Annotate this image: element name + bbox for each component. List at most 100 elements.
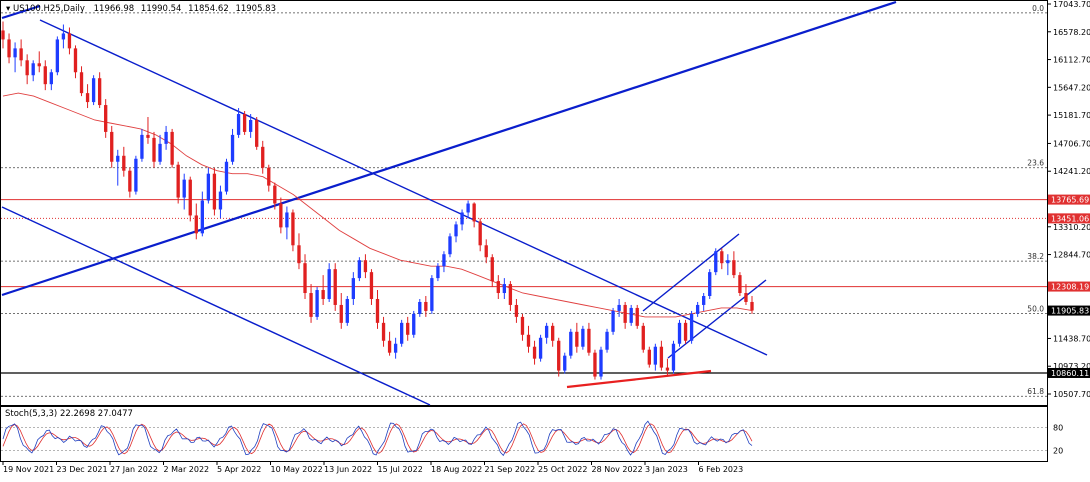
price-tag-label: 13765.69 [1051, 196, 1089, 205]
candle-body [708, 272, 712, 297]
candle-body [436, 266, 440, 279]
candle-body [1, 30, 5, 40]
price-tag-label: 13451.06 [1051, 214, 1089, 223]
candle-body [242, 114, 247, 132]
date-axis-label: 6 Feb 2023 [699, 465, 744, 474]
candle-body [418, 301, 422, 314]
candle-body [43, 66, 47, 85]
price-tag-label: 10860.11 [1051, 369, 1089, 378]
candle-body [248, 119, 253, 132]
candle-body [442, 254, 446, 267]
stochastic-layer: 80 20 [1, 420, 1063, 457]
candle-body [363, 260, 368, 273]
wedge-upper-line [642, 233, 740, 312]
candle-body [369, 272, 374, 299]
price-axis-label: 14706.70 [1053, 139, 1090, 148]
candle-body [236, 114, 241, 135]
candle-body [726, 260, 730, 264]
candle-body [315, 290, 319, 317]
ohlc-close: 11905.83 [235, 4, 276, 14]
price-axis-label: 12844.70 [1053, 251, 1090, 260]
candle-body [116, 155, 120, 162]
candle-body [430, 278, 434, 311]
price-axis-label: 15181.70 [1053, 111, 1090, 120]
date-axis-label: 28 Nov 2022 [592, 465, 643, 474]
candle-body [140, 134, 144, 159]
horizontal-lines-layer: 0.0 23.6 38.2 50.0 61.8 13765.69 13451.06 12308… [1, 4, 1090, 397]
stoch-label: Stoch(5,3,3) 22.2698 27.0477 [5, 409, 133, 419]
title-icon: ▾ [6, 4, 13, 14]
candle-body [55, 39, 60, 73]
date-axis-label: 2 Mar 2022 [164, 465, 210, 474]
candle-body [460, 212, 464, 225]
fib-level-label: 23.6 [1027, 159, 1044, 168]
candle-body [230, 134, 235, 162]
date-axis-label: 21 Sep 2022 [485, 465, 536, 474]
candle-body [73, 48, 78, 73]
fib-level-label: 61.8 [1027, 387, 1044, 396]
candle-body [671, 343, 676, 371]
candle-body [309, 293, 313, 317]
candle-body [575, 331, 579, 347]
date-axis-label: 23 Dec 2021 [57, 465, 108, 474]
candle-body [273, 185, 277, 204]
candle-body [472, 203, 476, 222]
date-axis-label: 3 Jan 2023 [645, 465, 688, 474]
candle-body [695, 304, 700, 314]
price-axis-label: 14241.20 [1053, 167, 1090, 176]
fib-level-label: 38.2 [1027, 252, 1044, 261]
candle-body [538, 337, 543, 359]
candle-body [345, 298, 349, 323]
candle-body [599, 349, 603, 377]
lower-channel-line [1, 206, 431, 406]
date-axis-label: 10 May 2022 [271, 465, 323, 474]
price-tag-label: 11905.83 [1051, 307, 1089, 316]
price-tag-label: 12308.19 [1051, 283, 1089, 292]
candle-body [152, 137, 156, 162]
candle-body [212, 173, 217, 210]
date-axis-label: 18 Aug 2022 [431, 465, 482, 474]
candle-body [635, 307, 639, 326]
price-axis-label: 10973.20 [1053, 362, 1090, 371]
candle-body [611, 310, 615, 332]
candle-body [454, 224, 458, 237]
candle-body [720, 251, 724, 264]
candle-body [61, 33, 66, 40]
candle-body [683, 322, 688, 341]
candle-body [520, 316, 525, 335]
candle-body [351, 278, 355, 299]
date-axis-layer: 19 Nov 2021 23 Dec 2021 27 Jan 2022 2 Mar 2… [2, 461, 744, 474]
candle-body [641, 325, 645, 350]
candle-body [381, 322, 386, 341]
candle-body [502, 284, 507, 294]
candle-body [587, 328, 591, 353]
price-axis-label: 11438.70 [1053, 334, 1090, 343]
candle-body [91, 78, 96, 103]
price-axis-label: 13310.20 [1053, 223, 1090, 232]
candle-body [629, 307, 633, 323]
candle-body [406, 322, 410, 335]
stoch-axis-label: 80 [1053, 424, 1063, 433]
price-tag-box [1048, 305, 1090, 316]
candle-body [158, 143, 162, 162]
candle-body [593, 352, 597, 377]
candle-body [357, 260, 362, 279]
candle-body [31, 63, 35, 76]
price-axis-label: 15647.20 [1053, 83, 1090, 92]
date-axis-label: 5 Apr 2022 [217, 465, 261, 474]
chart-title: ▾ US100.H25,Daily 11966.98 11990.54 1185… [6, 4, 276, 14]
price-axis-label: 10507.70 [1053, 390, 1090, 399]
candle-body [327, 269, 331, 299]
candle-body [176, 164, 180, 198]
candle-body [514, 304, 519, 317]
wedge-lower-line [667, 279, 767, 359]
candle-body [200, 200, 204, 234]
candle-body [750, 301, 754, 311]
candle-body [97, 78, 102, 106]
price-axis-label: 16578.20 [1053, 28, 1090, 37]
candle-body [557, 340, 561, 371]
candle-body [653, 346, 658, 365]
candle-body [647, 349, 651, 365]
candle-body [623, 304, 627, 323]
